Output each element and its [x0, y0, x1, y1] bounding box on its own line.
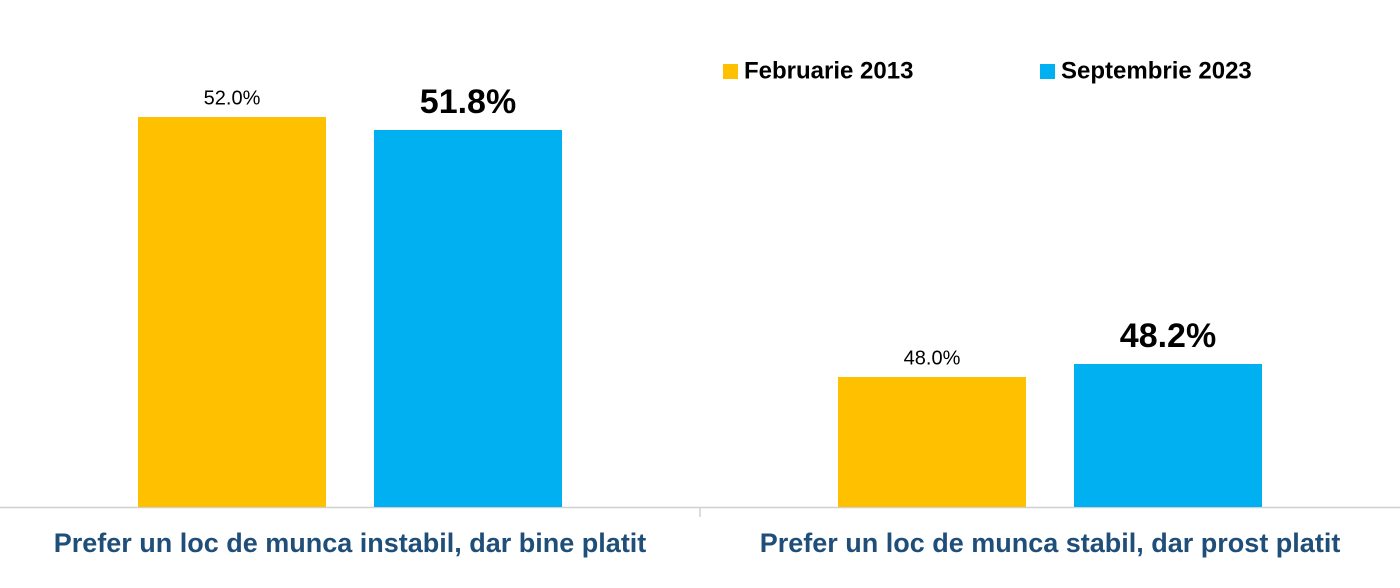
bar [374, 130, 562, 507]
data-label: 51.8% [420, 83, 516, 121]
legend-swatch [1040, 64, 1055, 79]
data-label: 52.0% [204, 87, 261, 109]
bar [1074, 364, 1262, 507]
legend-label: Septembrie 2023 [1061, 57, 1252, 84]
bar [138, 117, 326, 507]
x-tick-label: Prefer un loc de munca instabil, dar bin… [54, 528, 647, 558]
legend-swatch [723, 64, 738, 79]
data-label: 48.0% [904, 347, 961, 369]
bar [838, 377, 1026, 507]
x-tick-label: Prefer un loc de munca stabil, dar prost… [760, 528, 1341, 558]
data-label: 48.2% [1120, 317, 1216, 355]
legend-label: Februarie 2013 [744, 57, 913, 84]
